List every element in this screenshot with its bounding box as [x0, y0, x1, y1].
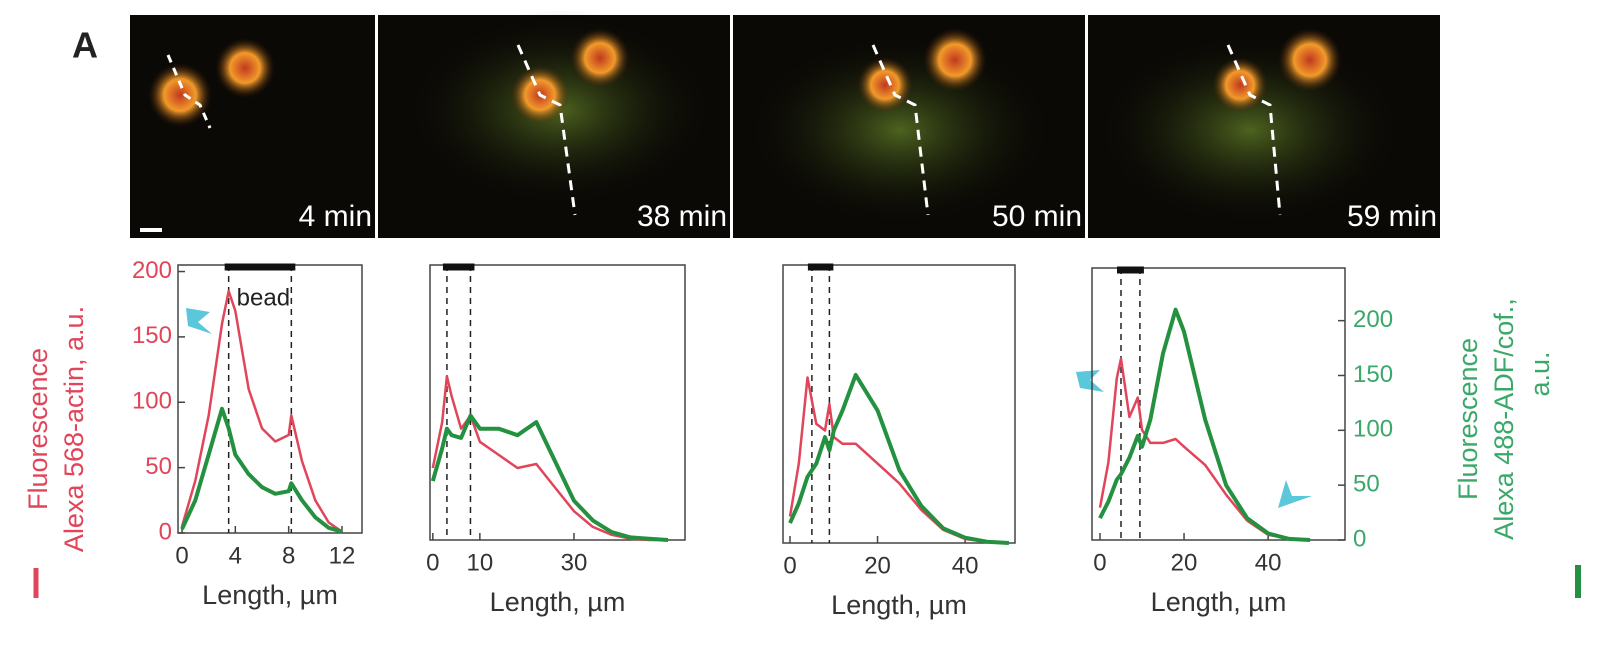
- bead: [215, 38, 275, 98]
- y2-tick-label: 150: [1353, 361, 1393, 388]
- y-tick-label: 150: [132, 322, 172, 349]
- series-line: [788, 372, 1010, 545]
- x-tick-label: 20: [864, 552, 891, 579]
- y-tick-label: 200: [132, 257, 172, 284]
- x-tick-label: 12: [329, 542, 356, 569]
- y2-tick-label: 50: [1353, 471, 1380, 498]
- x-tick-label: 0: [175, 542, 188, 569]
- x-tick-label: 20: [1171, 549, 1198, 576]
- chart: 0 4 8 12 0 50 100 150 200 bead Length, µm Fluoresce…: [23, 257, 363, 610]
- bead: [1278, 28, 1342, 92]
- scale-bar: [140, 228, 162, 232]
- time-label: 38 min: [637, 200, 727, 233]
- chart: 0 10 30 Length, µm: [426, 263, 686, 617]
- chart: 0 20 40 Length, µm: [782, 263, 1016, 620]
- series-line: [180, 406, 343, 534]
- arrowhead: [1076, 370, 1104, 392]
- y-axis-label: Fluorescence: [23, 348, 53, 510]
- time-label: 50 min: [992, 200, 1082, 233]
- y2-tick-label: 100: [1353, 416, 1393, 443]
- bead: [148, 63, 212, 127]
- y2-tick-label: 0: [1353, 525, 1366, 552]
- panel-label: A: [72, 25, 98, 66]
- series-line: [430, 413, 669, 542]
- x-tick-label: 0: [783, 552, 796, 579]
- micrographs: [130, 10, 1440, 238]
- x-axis-label: Length, µm: [202, 580, 338, 610]
- y2-axis-label: Alexa 488-ADF/cof.,: [1489, 298, 1519, 540]
- y-tick-label: 100: [132, 388, 172, 415]
- y-tick-label: 50: [145, 453, 172, 480]
- y2-tick-label: 200: [1353, 306, 1393, 333]
- plot-frame: [1091, 267, 1346, 541]
- series-line: [431, 375, 669, 542]
- arrowhead: [186, 308, 212, 334]
- bead: [923, 28, 987, 92]
- arrowhead: [1278, 480, 1312, 508]
- series-line: [180, 289, 343, 533]
- trace: [166, 54, 212, 129]
- y-tick-label: 0: [159, 518, 172, 545]
- series-line: [788, 376, 1009, 545]
- x-tick-label: 8: [282, 542, 295, 569]
- plot-frame: [782, 264, 1016, 544]
- bead: [857, 57, 913, 113]
- x-axis-label: Length, µm: [490, 587, 626, 617]
- y-axis-label: Alexa 568-actin, a.u.: [59, 306, 89, 552]
- bead: [570, 28, 630, 88]
- chart: 0 20 40 0 50 100 150 200 Length, µm Fluorescence A…: [1091, 266, 1555, 617]
- series-line: [1098, 307, 1311, 542]
- x-tick-label: 0: [426, 549, 439, 576]
- x-tick-label: 40: [952, 552, 979, 579]
- x-axis-label: Length, µm: [831, 590, 967, 620]
- actin-comet: [740, 30, 1060, 230]
- x-tick-label: 40: [1255, 549, 1282, 576]
- bead: [1212, 57, 1268, 113]
- x-tick-label: 0: [1093, 549, 1106, 576]
- plot-frame: [429, 264, 686, 541]
- x-axis-label: Length, µm: [1151, 587, 1287, 617]
- time-label: 4 min: [299, 200, 372, 233]
- x-tick-label: 4: [229, 542, 242, 569]
- x-tick-label: 10: [467, 549, 494, 576]
- arrowheads: [186, 308, 1312, 508]
- time-label: 59 min: [1347, 200, 1437, 233]
- y2-axis-label: a.u.: [1525, 351, 1555, 396]
- annotation: bead: [237, 284, 290, 311]
- y2-axis-label: Fluorescence: [1453, 338, 1483, 500]
- x-tick-label: 30: [561, 549, 588, 576]
